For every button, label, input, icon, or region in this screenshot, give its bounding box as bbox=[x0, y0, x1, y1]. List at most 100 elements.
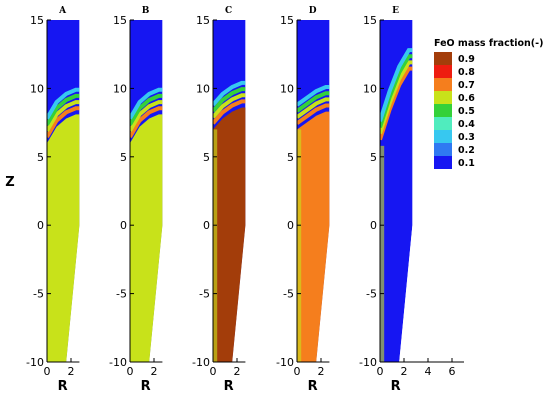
x-tick-label: 2 bbox=[234, 365, 241, 378]
contour-band bbox=[130, 93, 163, 126]
contour-band bbox=[297, 91, 330, 113]
panel-e: E -10 -5 0 5 10 15 0 2 4 6 R bbox=[359, 6, 464, 394]
y-tick-label: 15 bbox=[280, 14, 294, 27]
y-tick-label: 15 bbox=[196, 14, 210, 27]
y-tick-label: -5 bbox=[366, 288, 377, 301]
x-axis-label-b: R bbox=[141, 379, 151, 394]
y-ticks-a: -10 -5 0 5 10 15 bbox=[26, 14, 80, 369]
legend-swatch bbox=[434, 143, 452, 156]
contour-band bbox=[130, 87, 163, 120]
contour-band bbox=[130, 106, 163, 138]
centerline-band bbox=[297, 129, 302, 362]
plot-area-e bbox=[380, 20, 413, 362]
contour-band bbox=[130, 100, 163, 132]
legend-swatch bbox=[434, 52, 452, 65]
legend-label: 0.7 bbox=[458, 80, 475, 91]
centerline-band bbox=[47, 143, 52, 362]
y-tick-label: -10 bbox=[192, 356, 210, 369]
y-tick-label: 10 bbox=[30, 82, 44, 95]
y-tick-label: 10 bbox=[196, 82, 210, 95]
y-ticks-e: -10 -5 0 5 10 15 bbox=[359, 14, 464, 369]
contour-band bbox=[213, 87, 246, 113]
x-axis-label-d: R bbox=[308, 379, 318, 394]
x-tick-label: 6 bbox=[449, 365, 456, 378]
y-tick-label: 0 bbox=[120, 219, 127, 232]
legend-swatch bbox=[434, 91, 452, 104]
contour-band bbox=[47, 100, 80, 132]
x-tick-label: 2 bbox=[68, 365, 75, 378]
x-tick-label: 0 bbox=[127, 365, 134, 378]
legend-swatch bbox=[434, 65, 452, 78]
x-tick-label: 2 bbox=[151, 365, 158, 378]
y-ticks-c: -10 -5 0 5 10 15 bbox=[192, 14, 246, 369]
legend-label: 0.3 bbox=[458, 132, 475, 143]
y-tick-label: -10 bbox=[276, 356, 294, 369]
x-axis-label-a: R bbox=[58, 379, 68, 394]
legend-label: 0.6 bbox=[458, 93, 475, 104]
y-tick-label: -10 bbox=[26, 356, 44, 369]
y-tick-label: 5 bbox=[287, 151, 294, 164]
x-ticks-e: 0 2 4 6 bbox=[377, 358, 456, 378]
contour-band bbox=[297, 85, 330, 107]
y-tick-label: -10 bbox=[359, 356, 377, 369]
y-ticks-b: -10 -5 0 5 10 15 bbox=[109, 14, 163, 369]
y-ticks-d: -10 -5 0 5 10 15 bbox=[276, 14, 330, 369]
x-tick-label: 2 bbox=[318, 365, 325, 378]
plot-area-d bbox=[297, 20, 330, 362]
contour-band bbox=[47, 106, 80, 138]
x-tick-label: 0 bbox=[210, 365, 217, 378]
contour-band bbox=[297, 97, 330, 119]
y-tick-label: 10 bbox=[280, 82, 294, 95]
contour-band bbox=[47, 93, 80, 126]
x-tick-label: 4 bbox=[425, 365, 432, 378]
panel-title-d: D bbox=[309, 6, 317, 16]
legend-swatch bbox=[434, 156, 452, 169]
legend-label: 0.4 bbox=[458, 119, 475, 130]
y-tick-label: 5 bbox=[370, 151, 377, 164]
y-tick-label: -5 bbox=[33, 288, 44, 301]
legend-swatch bbox=[434, 117, 452, 130]
legend: FeO mass fraction(-) 0.90.80.70.60.50.40… bbox=[434, 38, 543, 169]
region-below-front-b bbox=[130, 114, 163, 362]
region-below-front-c bbox=[213, 107, 246, 362]
contour-band bbox=[47, 87, 80, 120]
y-tick-label: 15 bbox=[113, 14, 127, 27]
contour-band bbox=[213, 93, 246, 119]
region-below-front-d bbox=[297, 111, 330, 362]
panel-title-c: C bbox=[225, 6, 232, 16]
y-tick-label: 10 bbox=[363, 82, 377, 95]
y-tick-label: 5 bbox=[37, 151, 44, 164]
legend-swatch bbox=[434, 130, 452, 143]
y-tick-label: 0 bbox=[37, 219, 44, 232]
x-tick-label: 0 bbox=[44, 365, 51, 378]
legend-items: 0.9 0.8 0.7 0.6 0.5 0.4 0.3 0.2 0.1 bbox=[434, 52, 475, 169]
panel-title-a: A bbox=[58, 6, 67, 16]
y-tick-label: 5 bbox=[120, 151, 127, 164]
y-tick-label: 15 bbox=[30, 14, 44, 27]
x-axis-label-c: R bbox=[224, 379, 234, 394]
y-tick-label: 15 bbox=[363, 14, 377, 27]
plot-area-a bbox=[47, 20, 80, 362]
y-tick-label: 10 bbox=[113, 82, 127, 95]
legend-label: 0.2 bbox=[458, 145, 475, 156]
legend-label: 0.1 bbox=[458, 158, 475, 169]
x-tick-label: 2 bbox=[401, 365, 408, 378]
x-tick-label: 0 bbox=[294, 365, 301, 378]
legend-title: FeO mass fraction(-) bbox=[434, 38, 543, 49]
y-tick-label: -5 bbox=[283, 288, 294, 301]
y-tick-label: -5 bbox=[116, 288, 127, 301]
x-tick-label: 0 bbox=[377, 365, 384, 378]
plot-area-c bbox=[213, 20, 246, 362]
centerline-band bbox=[213, 129, 218, 362]
legend-label: 0.8 bbox=[458, 67, 475, 78]
y-tick-label: 5 bbox=[203, 151, 210, 164]
x-axis-label-e: R bbox=[391, 379, 401, 394]
contour-band bbox=[297, 103, 330, 125]
